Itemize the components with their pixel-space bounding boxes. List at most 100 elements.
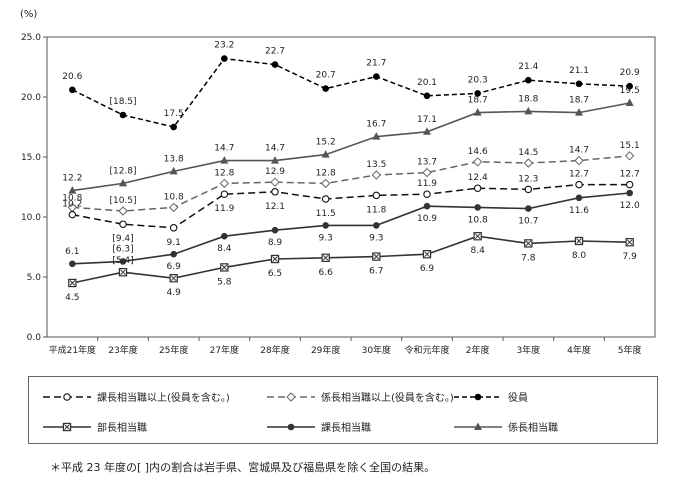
data-point [524,185,533,194]
data-point [63,393,71,401]
data-label: 6.7 [369,267,383,277]
data-point [574,236,584,246]
legend-entry-kakaricho_ue: 係長相当職以上(役員を含む。) [267,391,454,404]
marker-cross [576,238,582,244]
data-point [270,254,280,264]
x-tick-label: 30年度 [362,344,391,356]
series-line [72,183,630,229]
data-point [119,111,127,119]
data-label: 10.8 [468,215,488,225]
data-point [286,392,296,402]
data-label: [5.4] [112,256,133,266]
y-tick-label: 10.0 [21,213,41,223]
data-label: 13.7 [417,158,437,168]
data-point [169,224,178,232]
data-point [423,127,431,135]
series-bucho [68,232,634,288]
data-point [575,80,583,88]
data-point [524,239,533,248]
data-label: 4.9 [167,288,182,298]
data-label: 6.6 [319,268,334,278]
data-label: 10.2 [62,200,82,210]
data-label: 12.7 [620,170,640,180]
data-point [524,106,533,115]
x-tick-label: 令和元年度 [404,344,449,356]
data-label: 11.5 [316,209,336,219]
data-point [422,250,432,259]
data-point [62,422,72,432]
data-label: 12.2 [62,174,82,184]
legend-label: 課長相当職 [321,421,371,434]
data-point [68,210,77,219]
marker-cross [120,269,126,276]
data-label: 20.3 [468,75,488,85]
data-label: 7.8 [521,253,536,263]
y-tick-label: 25.0 [21,33,41,43]
data-label: 21.7 [366,59,386,69]
data-label: 12.4 [468,173,488,183]
data-point [474,422,482,430]
data-point [575,180,583,189]
data-point [626,82,633,90]
data-label: 12.3 [518,174,538,184]
data-label: 14.7 [569,146,589,156]
x-tick-label: 5年度 [618,344,642,356]
data-point [322,222,329,229]
marker-cross [272,256,278,262]
data-label: 18.7 [468,96,488,106]
marker-cross [64,424,70,430]
data-point [625,180,634,189]
marker-cross [373,253,380,260]
data-label: 20.6 [62,72,82,82]
data-point [321,195,330,203]
data-point [170,250,177,258]
data-point [523,158,534,168]
data-point [219,178,230,189]
data-point [422,167,432,178]
data-label: 12.1 [265,202,285,212]
data-point [473,232,482,241]
y-axis-unit: (%) [20,9,37,20]
x-tick-label: 4年度 [567,344,591,356]
y-tick-label: 15.0 [21,153,41,163]
data-point [574,155,584,166]
data-point [287,423,295,431]
y-tick-label: 0.0 [27,333,42,343]
data-label: 13.5 [366,160,386,170]
series-line [71,57,630,128]
data-label: 8.0 [572,251,587,261]
data-label: 6.9 [167,262,182,272]
x-tick-label: 2年度 [466,344,490,356]
data-label: 13.8 [164,154,184,164]
data-label: 9.1 [167,238,181,248]
series-layer [67,55,635,288]
data-label: 9.3 [319,233,333,243]
data-label: 22.7 [265,47,285,57]
data-label: 19.5 [620,86,640,96]
data-label: 21.1 [569,66,589,76]
data-point [474,204,481,211]
data-point [119,258,127,265]
data-point [525,76,532,84]
data-label: 20.7 [316,71,336,81]
data-label: 12.7 [569,170,589,180]
x-tick-label: 23年度 [108,344,137,356]
data-label: 14.7 [265,144,285,154]
legend-entry-kacho: 課長相当職 [267,421,371,434]
data-point [423,202,431,210]
legend-label: 課長相当職以上(役員を含む。) [97,391,230,404]
data-point [68,186,77,194]
legend-entry-bucho: 部長相当職 [43,421,147,434]
data-label: 12.0 [620,201,640,211]
data-label: 14.5 [518,148,538,158]
data-label: [18.5] [109,97,136,107]
series-line [72,102,630,192]
legend-entry-yakuin: 役員 [454,391,528,404]
legend-label: 部長相当職 [97,421,147,434]
footnote: ＊平成 23 年度の[ ]内の割合は岩手県、宮城県及び福島県を除く全国の結果。 [50,461,436,474]
data-label: 11.6 [569,206,589,216]
data-point [220,156,229,164]
data-point [271,156,279,164]
data-label: 11.9 [214,204,234,214]
